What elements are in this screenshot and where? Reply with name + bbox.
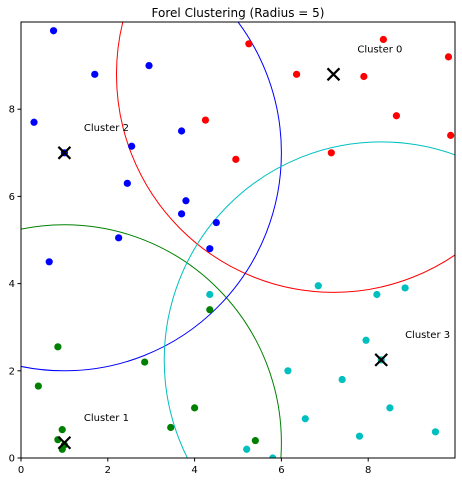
data-point xyxy=(128,142,136,150)
cluster-annotation: Cluster 0 xyxy=(357,45,402,56)
data-point xyxy=(201,116,210,124)
x-tick-label: 2 xyxy=(105,465,111,476)
cluster-radius-circle xyxy=(163,141,455,458)
data-point xyxy=(182,197,190,205)
data-point xyxy=(355,432,364,440)
cluster-annotation: Cluster 3 xyxy=(405,330,450,341)
plot-frame xyxy=(20,21,456,459)
cluster-radius-circle xyxy=(21,22,282,372)
data-point xyxy=(251,436,259,445)
data-point xyxy=(245,40,253,48)
cluster-radius-circle xyxy=(116,22,455,293)
y-tick-label: 6 xyxy=(9,192,15,203)
cluster-radius-circle xyxy=(21,224,282,458)
x-tick-label: 4 xyxy=(191,465,197,476)
cluster-centers xyxy=(57,67,388,450)
data-point xyxy=(386,404,394,412)
data-points xyxy=(30,27,455,458)
data-point xyxy=(431,428,440,436)
x-tick-label: 0 xyxy=(18,465,24,476)
data-point xyxy=(34,382,42,390)
data-point xyxy=(269,454,277,458)
x-axis-ticks: 0 2 4 6 8 xyxy=(18,458,371,476)
data-point xyxy=(145,62,153,70)
cluster-annotation: Cluster 2 xyxy=(84,123,129,134)
data-point xyxy=(362,336,370,344)
cluster-center-marker xyxy=(374,353,388,367)
data-point xyxy=(379,35,387,44)
data-point xyxy=(444,53,453,61)
y-tick-label: 2 xyxy=(9,366,15,377)
data-point xyxy=(177,127,186,135)
data-point xyxy=(123,179,131,187)
x-tick-label: 8 xyxy=(365,465,371,476)
data-point xyxy=(206,290,214,299)
data-point xyxy=(58,426,66,434)
data-point xyxy=(91,70,99,78)
cluster-center-marker xyxy=(57,435,72,450)
data-point xyxy=(360,72,368,81)
data-point xyxy=(206,306,214,314)
data-point xyxy=(243,445,251,453)
data-point xyxy=(177,210,186,218)
cluster-annotations: Cluster 0 Cluster 1 Cluster 2 Cluster 3 xyxy=(84,45,450,424)
data-point xyxy=(327,149,335,157)
data-point xyxy=(338,375,346,384)
data-point xyxy=(191,404,199,412)
y-axis-ticks: 0 2 4 6 8 xyxy=(9,105,21,465)
data-point xyxy=(45,258,53,266)
cluster-center-marker xyxy=(57,146,72,160)
data-point xyxy=(447,131,455,139)
data-point xyxy=(314,282,322,290)
data-point xyxy=(141,358,149,366)
data-point xyxy=(30,118,38,126)
data-point xyxy=(49,27,58,35)
y-tick-label: 0 xyxy=(9,454,15,465)
data-point xyxy=(292,70,301,78)
chart-title: Forel Clustering (Radius = 5) xyxy=(152,6,325,20)
data-point xyxy=(54,343,62,351)
data-point xyxy=(373,290,381,299)
data-point xyxy=(212,218,220,227)
cluster-annotation: Cluster 1 xyxy=(84,413,129,424)
data-point xyxy=(401,284,409,292)
data-point xyxy=(232,155,240,163)
data-point xyxy=(206,245,214,253)
data-point xyxy=(167,423,175,432)
data-point xyxy=(301,415,309,423)
data-point xyxy=(115,234,123,242)
cluster-center-marker xyxy=(326,67,341,82)
data-point xyxy=(284,367,292,375)
y-tick-label: 8 xyxy=(9,105,15,116)
x-tick-label: 6 xyxy=(278,465,284,476)
data-point xyxy=(392,112,401,120)
y-tick-label: 4 xyxy=(9,279,15,290)
